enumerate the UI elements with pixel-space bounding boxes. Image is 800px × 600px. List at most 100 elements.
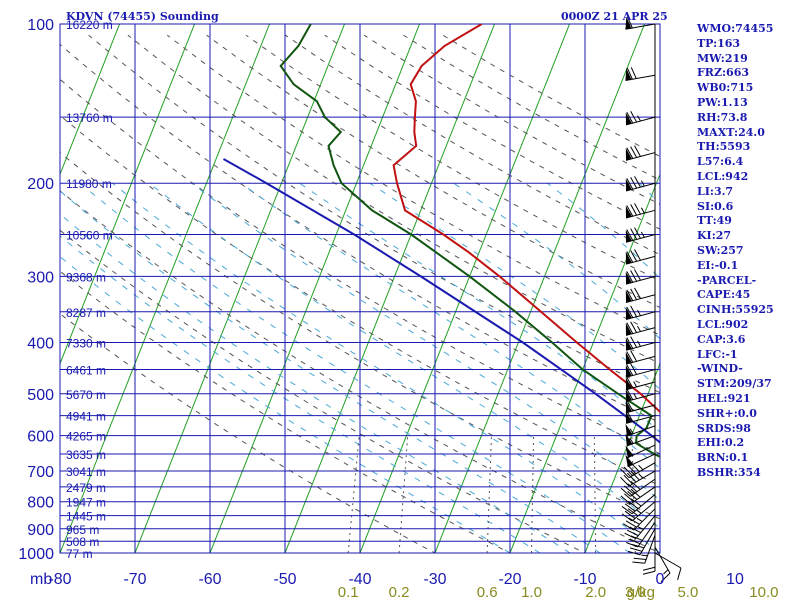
mixing-ratio-unit: g/kg <box>627 584 655 600</box>
pressure-tick-label: 600 <box>27 429 54 446</box>
barb-shaft <box>631 494 656 515</box>
barb-flag <box>634 176 641 188</box>
wind-barb <box>625 336 656 351</box>
mixing-ratio-line <box>347 435 360 553</box>
barb-flag <box>642 570 656 575</box>
series-layer <box>223 24 660 458</box>
barb-flag <box>626 16 633 29</box>
barb-half-flag <box>640 231 645 238</box>
dry-adiabat <box>60 190 660 553</box>
barb-shaft <box>635 515 656 539</box>
barb-flag <box>626 67 633 80</box>
height-label: 1947 m <box>66 496 106 510</box>
barb-shaft <box>628 470 656 487</box>
index-value: TP:163 <box>697 36 741 50</box>
index-value: LI:3.7 <box>697 184 734 198</box>
moist-adiabat <box>79 182 631 553</box>
height-label: 3635 m <box>66 448 106 462</box>
barb-flag <box>620 495 631 505</box>
barb-shaft <box>630 478 656 497</box>
barb-flag <box>626 112 634 124</box>
barb-half-flag <box>633 393 638 399</box>
barb-flag <box>626 306 634 319</box>
barb-flag <box>629 547 643 552</box>
index-value: LFC:-1 <box>697 347 738 361</box>
index-value: EHI:0.2 <box>697 436 745 450</box>
barb-shaft <box>644 534 656 564</box>
barb-flag <box>622 523 635 531</box>
index-value: TT:49 <box>697 214 732 228</box>
temperature-tick-label: -50 <box>273 571 296 588</box>
height-label: 4265 m <box>66 430 106 444</box>
index-value: WMO:74455 <box>697 22 774 35</box>
wind-barb <box>625 176 656 192</box>
barb-pennant <box>625 178 632 192</box>
barb-shaft <box>633 508 656 531</box>
wind-barb <box>625 433 656 447</box>
barb-flag <box>626 147 634 159</box>
barb-flag <box>626 251 634 263</box>
barb-pennant <box>625 454 634 467</box>
dry-adiabat <box>88 34 660 394</box>
height-label: 16220 m <box>66 18 113 32</box>
temperature-tick-label: -20 <box>498 571 521 588</box>
wind-barb <box>621 501 656 522</box>
mixing-ratio-label: 0.2 <box>389 584 410 600</box>
barb-flag <box>625 520 637 528</box>
pressure-unit: mb <box>30 571 52 588</box>
index-value: KI:27 <box>697 229 732 243</box>
isotherm-line <box>60 24 271 553</box>
isotherm-line <box>134 24 346 553</box>
wind-barb <box>625 269 656 285</box>
barb-half-flag <box>663 569 669 575</box>
barb-shaft <box>627 453 656 468</box>
index-value: SHR+:0.0 <box>697 406 757 420</box>
barb-flag <box>630 350 638 362</box>
barb-shaft <box>637 522 656 548</box>
index-value: MAXT:24.0 <box>697 125 765 139</box>
height-label: 10560 m <box>66 229 113 243</box>
index-value: BSHR:354 <box>697 465 761 479</box>
mixing-ratio-line <box>682 436 688 553</box>
barb-flag <box>630 111 638 123</box>
isotherm-line <box>60 24 121 176</box>
barb-flag <box>626 376 634 389</box>
isotherm-line <box>284 24 496 553</box>
pressure-tick-label: 800 <box>27 495 54 512</box>
dry-adiabat <box>60 151 660 520</box>
barb-pennant <box>625 229 632 243</box>
barb-half-flag <box>629 438 634 444</box>
barb-pennant <box>625 445 634 458</box>
mixing-ratio-label: 3.0 <box>625 584 646 600</box>
barb-flag <box>621 513 633 522</box>
index-value: TH:5593 <box>697 140 751 154</box>
moist-adiabat <box>112 182 660 553</box>
wind-barb <box>642 541 656 575</box>
index-value: CAP:3.6 <box>697 332 746 346</box>
barb-flag <box>624 503 636 512</box>
barb-flag <box>630 250 638 262</box>
barb-flag <box>632 561 645 564</box>
height-label: 508 m <box>66 535 99 549</box>
barb-flag <box>628 517 640 525</box>
barb-flag <box>626 529 639 537</box>
dry-adiabat <box>206 34 660 309</box>
barb-flag <box>626 271 634 283</box>
barb-flag <box>627 550 641 556</box>
barb-flag <box>634 203 641 215</box>
barb-pennant <box>625 364 632 378</box>
dry-adiabat <box>60 229 587 553</box>
isotherm-line <box>584 362 660 553</box>
barb-half-flag <box>633 381 638 388</box>
barb-shaft <box>631 501 656 522</box>
pressure-tick-label: 1000 <box>18 546 54 563</box>
dry-adiabat <box>60 313 437 553</box>
temperature-tick-label: -80 <box>48 571 71 588</box>
barb-half-flag <box>636 517 643 522</box>
barb-flag <box>626 364 634 376</box>
barb-flag <box>630 146 638 158</box>
barb-pennant <box>625 307 632 320</box>
index-value: L57:6.4 <box>697 155 744 169</box>
wind-barb <box>624 515 656 540</box>
barb-shaft <box>654 546 671 574</box>
